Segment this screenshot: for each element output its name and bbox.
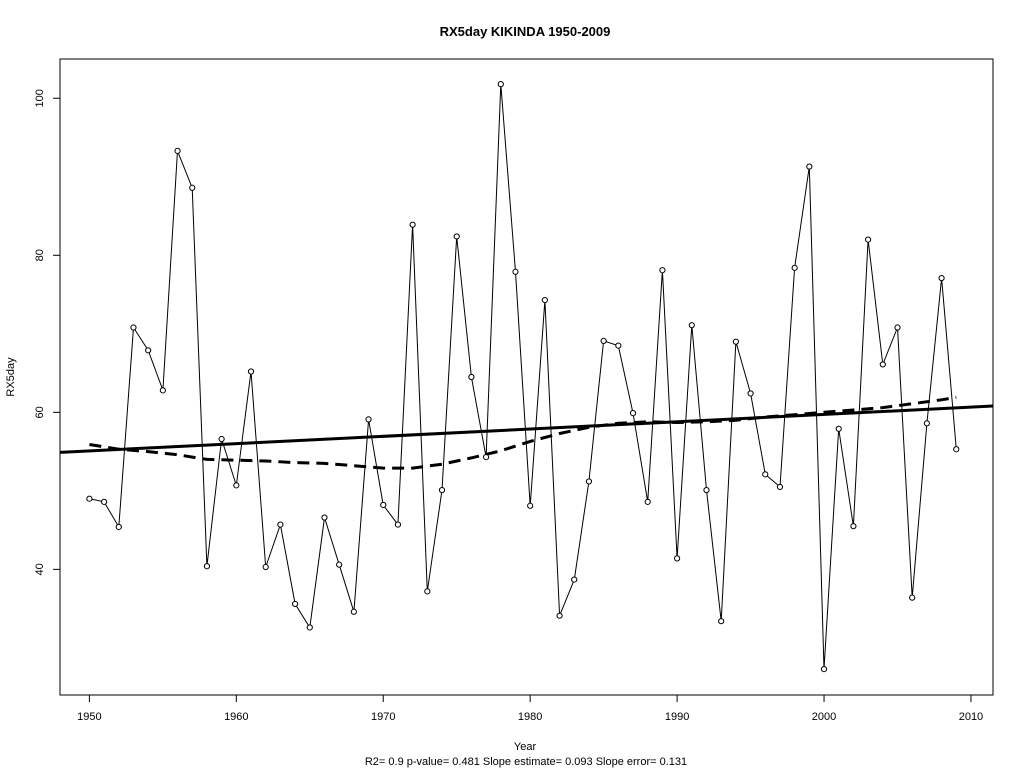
x-axis: 1950 1960 1970 1980 1990 2000 2010 [77,695,983,723]
x-tick-label: 1980 [518,711,542,723]
data-point [482,453,490,461]
y-axis: 40 60 80 100 [34,89,60,575]
data-point [350,608,357,615]
data-point [865,236,872,243]
data-point [497,81,504,88]
x-axis-label: Year [514,741,537,753]
linear-trend-line [59,404,994,454]
y-tick-label: 40 [34,563,46,575]
data-point [923,420,930,427]
data-point [953,446,960,453]
data-point [203,563,211,570]
stats-footer: R2= 0.9 p-value= 0.481 Slope estimate= 0… [365,756,687,768]
x-tick-label: 2010 [959,711,983,723]
data-point [806,163,813,170]
data-point [306,624,313,631]
data-point [879,361,886,368]
series-layer [59,81,994,673]
data-point [600,337,607,344]
data-point [409,221,416,228]
data-point [762,471,769,478]
data-point [174,147,181,154]
x-tick-label: 2000 [812,711,836,723]
data-point [659,267,666,274]
data-point [438,486,446,494]
data-point [233,482,240,489]
data-point [571,576,578,583]
data-point [336,561,343,568]
data-point [820,665,828,673]
data-point [291,600,299,608]
data-point [776,483,784,491]
data-point [938,274,945,282]
data-point [130,324,137,331]
data-point [189,184,196,191]
data-point [688,322,695,329]
x-tick-label: 1950 [77,711,101,723]
data-point [894,324,901,331]
data-point [424,588,431,595]
data-point [629,410,637,417]
data-point [512,268,519,275]
data-point [145,347,152,354]
plot-area-frame [59,58,994,696]
y-tick-label: 80 [34,249,46,261]
data-point [850,523,857,530]
x-tick-label: 1990 [665,711,689,723]
data-point [100,498,108,505]
data-point [321,514,328,521]
y-tick-label: 60 [34,406,46,418]
data-point [527,502,534,509]
data-point [262,563,269,571]
data-point [909,594,916,601]
data-point [86,495,93,502]
data-point [791,264,798,271]
data-point [453,233,460,240]
data-point [541,296,548,304]
x-tick-label: 1960 [224,711,248,723]
data-point [394,521,402,528]
data-point [277,521,284,528]
chart-title: RX5day KIKINDA 1950-2009 [440,24,611,39]
smoothed-trend-line [89,395,957,470]
x-tick-label: 1970 [371,711,395,723]
data-point [732,338,739,345]
data-point [380,501,387,509]
y-tick-label: 100 [34,89,46,107]
data-point [159,387,166,394]
data-point [247,368,255,375]
data-point [585,478,593,485]
data-point [703,486,710,494]
y-axis-label: RX5day [5,357,17,397]
data-point [115,523,122,531]
data-point [365,416,372,423]
data-point [218,435,225,443]
observed-series-line [89,84,957,670]
data-point [718,618,725,625]
data-point [674,555,681,562]
data-point [835,425,842,432]
data-point [615,342,622,349]
data-point [747,390,754,397]
data-point [468,373,475,381]
data-point [644,498,651,505]
data-point [556,612,563,619]
